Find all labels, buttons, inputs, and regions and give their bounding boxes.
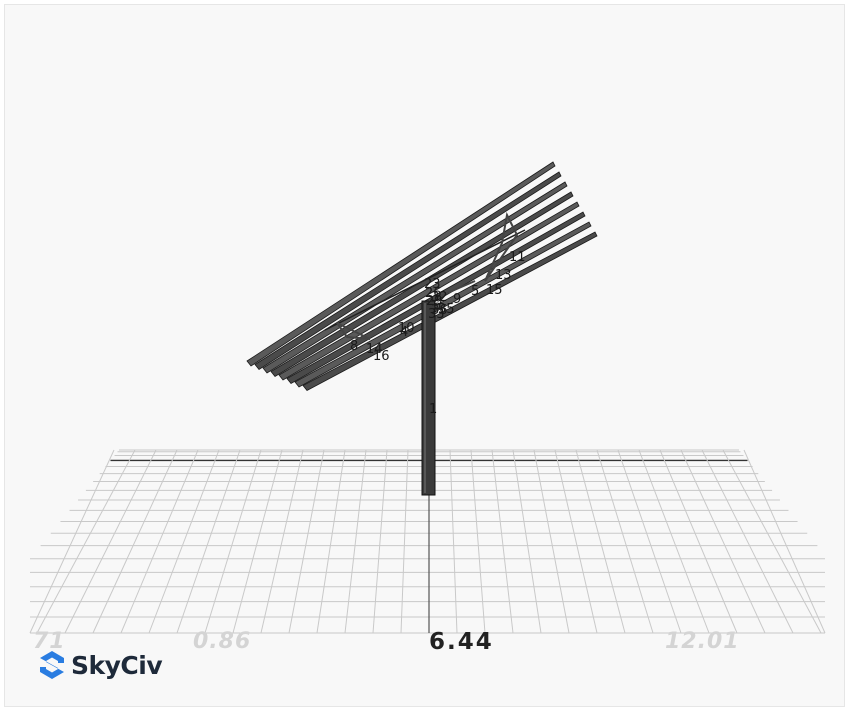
grid-column-line (400, 449, 409, 634)
grid-column-line (617, 449, 682, 634)
grid-column-line (512, 449, 542, 634)
panel-rail[interactable] (254, 171, 562, 371)
skyciv-logo[interactable]: SkyCiv (39, 645, 163, 685)
grid-column-line (554, 449, 598, 634)
panel-rail[interactable] (294, 221, 592, 388)
3d-model-viewport[interactable]: 1 4 5 6 8 9 10 11 13 14 15 16 23 26 29 32 33 35 36 71 0.86… (4, 4, 845, 707)
skyciv-logo-text: SkyCiv (71, 650, 163, 680)
grid-column-line (722, 449, 822, 634)
node-label: 33 (428, 307, 445, 322)
node-label: 4 (400, 325, 408, 340)
node-label: 32 (431, 290, 448, 305)
grid-column-line (288, 449, 325, 634)
node-label: 13 (495, 268, 512, 283)
left-brace[interactable] (336, 322, 371, 340)
grid-column-line (372, 449, 388, 634)
node-label: 10 (398, 321, 415, 336)
grid-column-line (575, 449, 626, 634)
grid-column-line (316, 449, 346, 634)
grid-column-line (449, 449, 458, 634)
panel-rail[interactable] (278, 201, 580, 381)
main-beam[interactable] (324, 229, 526, 331)
right-brace[interactable] (484, 211, 519, 282)
node-label: 15 (486, 283, 503, 298)
panel-rail[interactable] (246, 161, 556, 367)
grid-column-line (533, 449, 570, 634)
axis-label-left: 0.86 (193, 629, 252, 654)
axis-label-right: 12.01 (665, 629, 740, 654)
node-label: 6 (433, 298, 441, 313)
grid-column-line (743, 449, 826, 634)
panel-rail[interactable] (270, 191, 574, 378)
panel-rail[interactable] (262, 181, 568, 374)
column-member[interactable] (421, 300, 436, 496)
grid-column-line (92, 449, 178, 634)
grid-column-line (344, 449, 367, 634)
node-label: 11 (509, 250, 526, 265)
axis-label-center: 6.44 (429, 629, 494, 655)
top-brace[interactable] (428, 280, 476, 302)
grid-column-line (232, 449, 283, 634)
grid-column-line (701, 449, 794, 634)
grid-column-line (204, 449, 262, 634)
node-label: 9 (453, 292, 461, 307)
support-bracing (336, 211, 519, 340)
node-label: 1 (429, 402, 437, 417)
grid-column-line (260, 449, 304, 634)
node-label: 29 (426, 294, 443, 309)
node-label: 5 (471, 284, 479, 299)
grid-column-line (680, 449, 766, 634)
axis-label-left-edge: 71 (33, 629, 66, 654)
panel-rail[interactable] (302, 231, 598, 392)
grid-column-line (64, 449, 157, 634)
skyciv-logo-icon (40, 651, 64, 679)
grid-column-line (120, 449, 199, 634)
node-label: 8 (350, 339, 358, 354)
node-label: 23 (424, 277, 441, 292)
grid-column-line (491, 449, 514, 634)
node-label: 35 (438, 302, 455, 317)
grid-column-line (596, 449, 654, 634)
grid-column-line (470, 449, 486, 634)
grid-column-line (176, 449, 241, 634)
grid-column-line (148, 449, 220, 634)
node-label: 16 (373, 349, 390, 364)
node-label: 36 (431, 303, 448, 318)
grid-column-line (638, 449, 710, 634)
grid-column-line (659, 449, 738, 634)
node-label: 14 (366, 342, 383, 357)
grid-column-line (29, 449, 115, 634)
node-label: 26 (425, 286, 442, 301)
grid-column-line (36, 449, 136, 634)
